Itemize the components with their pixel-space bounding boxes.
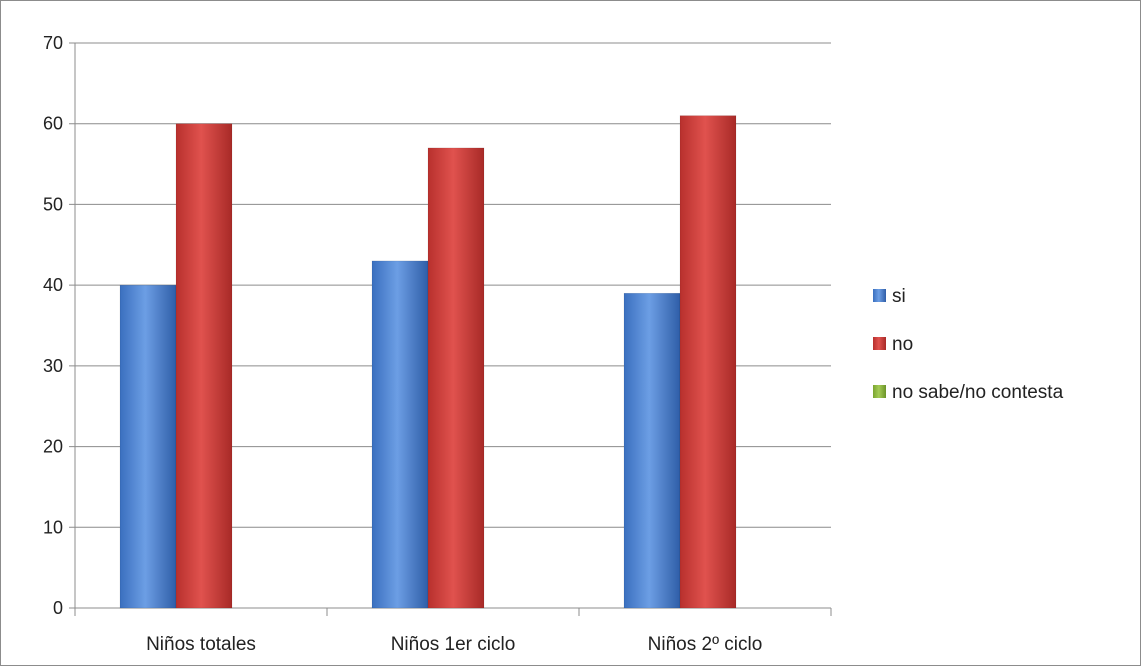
legend: si no no sabe/no contesta xyxy=(873,286,1064,403)
legend-swatch-no xyxy=(873,337,886,350)
bar-si-2 xyxy=(623,292,681,609)
bar-si-0 xyxy=(119,284,177,609)
y-tick-label: 40 xyxy=(43,275,63,295)
legend-swatch-no-sabe-no-contesta xyxy=(873,385,886,398)
legend-label: no xyxy=(892,334,913,355)
y-tick-label: 20 xyxy=(43,437,63,457)
bar-si-1 xyxy=(371,260,429,609)
legend-swatch-si xyxy=(873,289,886,302)
bar-no-0 xyxy=(175,123,233,609)
y-tick-label: 50 xyxy=(43,194,63,214)
bar-no-1 xyxy=(427,147,485,609)
bar-no-2 xyxy=(679,115,737,609)
y-tick-label: 60 xyxy=(43,114,63,134)
y-tick-label: 10 xyxy=(43,517,63,537)
y-tick-label: 0 xyxy=(53,598,63,618)
legend-label: si xyxy=(892,286,906,307)
bars xyxy=(119,115,737,609)
y-tick-label: 30 xyxy=(43,356,63,376)
x-category-label: Niños 2º ciclo xyxy=(648,634,763,655)
axis-labels: 0 10 20 30 40 50 60 70 Niños totales Niños 1er ci… xyxy=(43,33,762,655)
x-category-label: Niños totales xyxy=(146,634,256,655)
legend-label: no sabe/no contesta xyxy=(892,382,1064,403)
x-category-label: Niños 1er ciclo xyxy=(391,634,516,655)
y-tick-label: 70 xyxy=(43,33,63,53)
